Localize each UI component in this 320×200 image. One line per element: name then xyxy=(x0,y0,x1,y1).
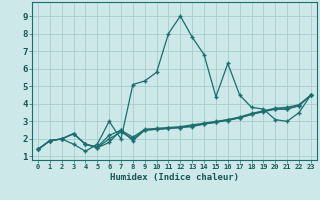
X-axis label: Humidex (Indice chaleur): Humidex (Indice chaleur) xyxy=(110,173,239,182)
